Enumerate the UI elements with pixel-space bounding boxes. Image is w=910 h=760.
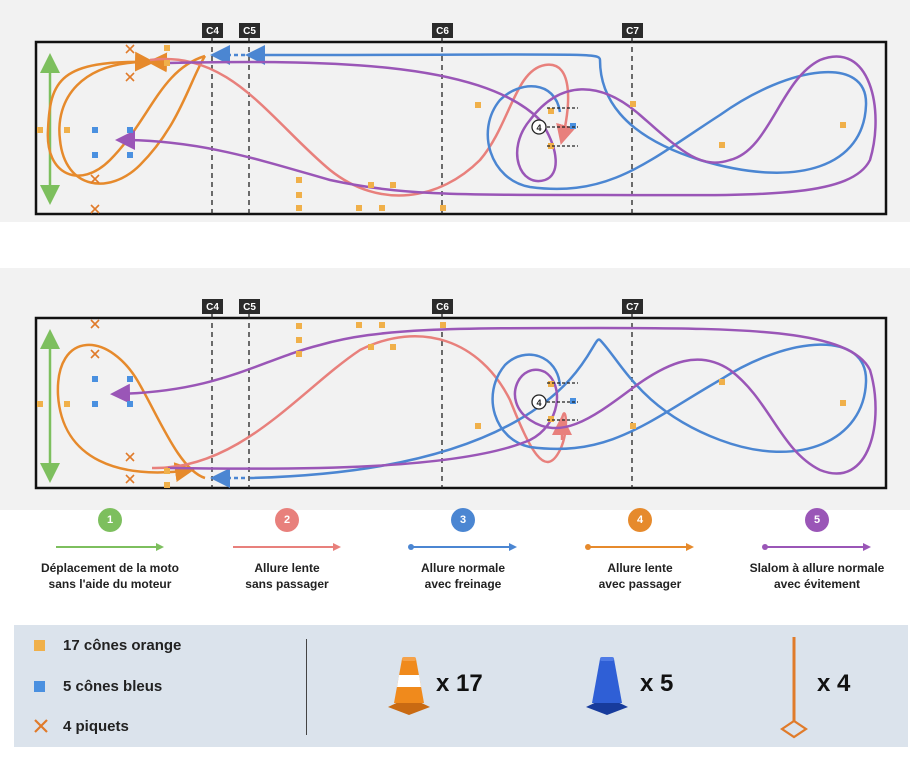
legend-line1: Slalom à allure normale	[749, 561, 885, 575]
blue-cones-count: x 5	[640, 670, 674, 697]
equipment-panel: 17 cônes orange 5 cônes bleus 4 piquets …	[14, 625, 908, 747]
legend-arrow-3	[408, 543, 517, 551]
orange-cones-label: 17 cônes orange	[63, 636, 182, 654]
checkpoint-labels: C4 C5 C6 C7	[202, 299, 643, 314]
legend-line2: sans passager	[245, 577, 329, 591]
legend-line1: Allure lente	[607, 561, 673, 575]
legend-item-2: 2 Allure lente sans passager	[202, 508, 372, 592]
route-5-line	[110, 326, 877, 475]
equipment-row-orange: 17 cônes orange	[34, 633, 181, 657]
legend-arrow-4	[585, 543, 694, 551]
legend-badge-4: 4	[628, 508, 652, 532]
legend-badge-2: 2	[275, 508, 299, 532]
legend-arrow-2	[233, 543, 341, 551]
obstacle-number-bottom: 4	[536, 398, 541, 408]
legend-line1: Allure normale	[420, 561, 506, 575]
legend-text-1: Déplacement de la moto sans l'aide du mo…	[25, 560, 195, 592]
diagram-top-background	[0, 0, 910, 222]
legend-text-2: Allure lente sans passager	[202, 560, 372, 592]
blue-cones-top	[92, 123, 576, 158]
blue-square-icon	[34, 680, 45, 692]
orange-cone-icon	[388, 657, 430, 715]
legend-line1: Déplacement de la moto	[40, 561, 180, 575]
stakes-label: 4 piquets	[63, 717, 129, 735]
checkpoint-c6-label: C6	[436, 302, 449, 313]
legend-line2: sans l'aide du moteur	[48, 577, 172, 591]
track-boundary	[34, 316, 888, 490]
legend-item-5: 5 Slalom à allure normale avec évitement	[732, 508, 902, 592]
route-5-line	[115, 55, 877, 197]
stakes-top	[90, 44, 135, 214]
legend-item-4: 4 Allure lente avec passager	[555, 508, 725, 592]
legend-item-3: 3 Allure normale avec freinage	[378, 508, 548, 592]
blue-cone-icon	[586, 657, 628, 715]
stakes-bottom	[90, 319, 135, 484]
blue-cones-label: 5 cônes bleus	[63, 677, 163, 695]
orange-square-icon	[34, 639, 45, 651]
section-gap	[0, 222, 910, 268]
checkpoint-c5-label: C5	[243, 302, 256, 313]
checkpoint-c4-label: C4	[206, 26, 219, 37]
track-boundary	[34, 40, 888, 216]
obstacle-number-top: 4	[536, 123, 541, 133]
diagram-bottom: C4 C5 C6 C7	[34, 299, 888, 490]
route-4-line	[56, 343, 206, 483]
legend-text-4: Allure lente avec passager	[555, 560, 725, 592]
legend-line2: avec freinage	[424, 577, 502, 591]
legend-arrow-1	[56, 543, 164, 551]
blue-cones-bottom	[92, 376, 576, 407]
stake-icon	[780, 637, 808, 739]
equipment-row-stakes: 4 piquets	[34, 714, 129, 738]
diagram-top: C4 C5 C6 C7	[34, 23, 888, 216]
checkpoint-c5-label: C5	[243, 26, 256, 37]
legend-badge-1: 1	[98, 508, 122, 532]
orange-cones-top	[37, 45, 846, 211]
diagram-bottom-background	[0, 268, 910, 510]
orange-cones-count: x 17	[436, 670, 483, 697]
checkpoint-c6-label: C6	[436, 26, 449, 37]
legend-line1: Allure lente	[254, 561, 320, 575]
stakes-count: x 4	[817, 670, 851, 697]
legend-text-3: Allure normale avec freinage	[378, 560, 548, 592]
route-3-line	[249, 338, 868, 480]
legend-line2: avec évitement	[773, 577, 861, 591]
legend-item-1: 1 Déplacement de la moto sans l'aide du …	[25, 508, 195, 592]
equipment-divider	[306, 639, 307, 735]
orange-cones-bottom	[37, 322, 846, 488]
route-3-line	[245, 44, 868, 191]
checkpoint-c7-label: C7	[626, 302, 639, 313]
legend-line2: avec passager	[598, 577, 682, 591]
route-2-line	[149, 57, 576, 197]
obstacle-marker-bottom: 4	[531, 382, 578, 421]
checkpoint-c4-label: C4	[206, 302, 219, 313]
checkpoint-labels: C4 C5 C6 C7	[202, 23, 643, 38]
legend-arrow-5	[762, 543, 871, 551]
cross-icon	[34, 719, 48, 733]
checkpoint-c7-label: C7	[626, 26, 639, 37]
legend-badge-3: 3	[451, 508, 475, 532]
obstacle-marker-top: 4	[531, 107, 578, 147]
equipment-row-blue: 5 cônes bleus	[34, 674, 162, 698]
legend-badge-5: 5	[805, 508, 829, 532]
legend-text-5: Slalom à allure normale avec évitement	[732, 560, 902, 592]
route-4-loop	[46, 51, 206, 177]
route-4-line	[58, 52, 207, 185]
